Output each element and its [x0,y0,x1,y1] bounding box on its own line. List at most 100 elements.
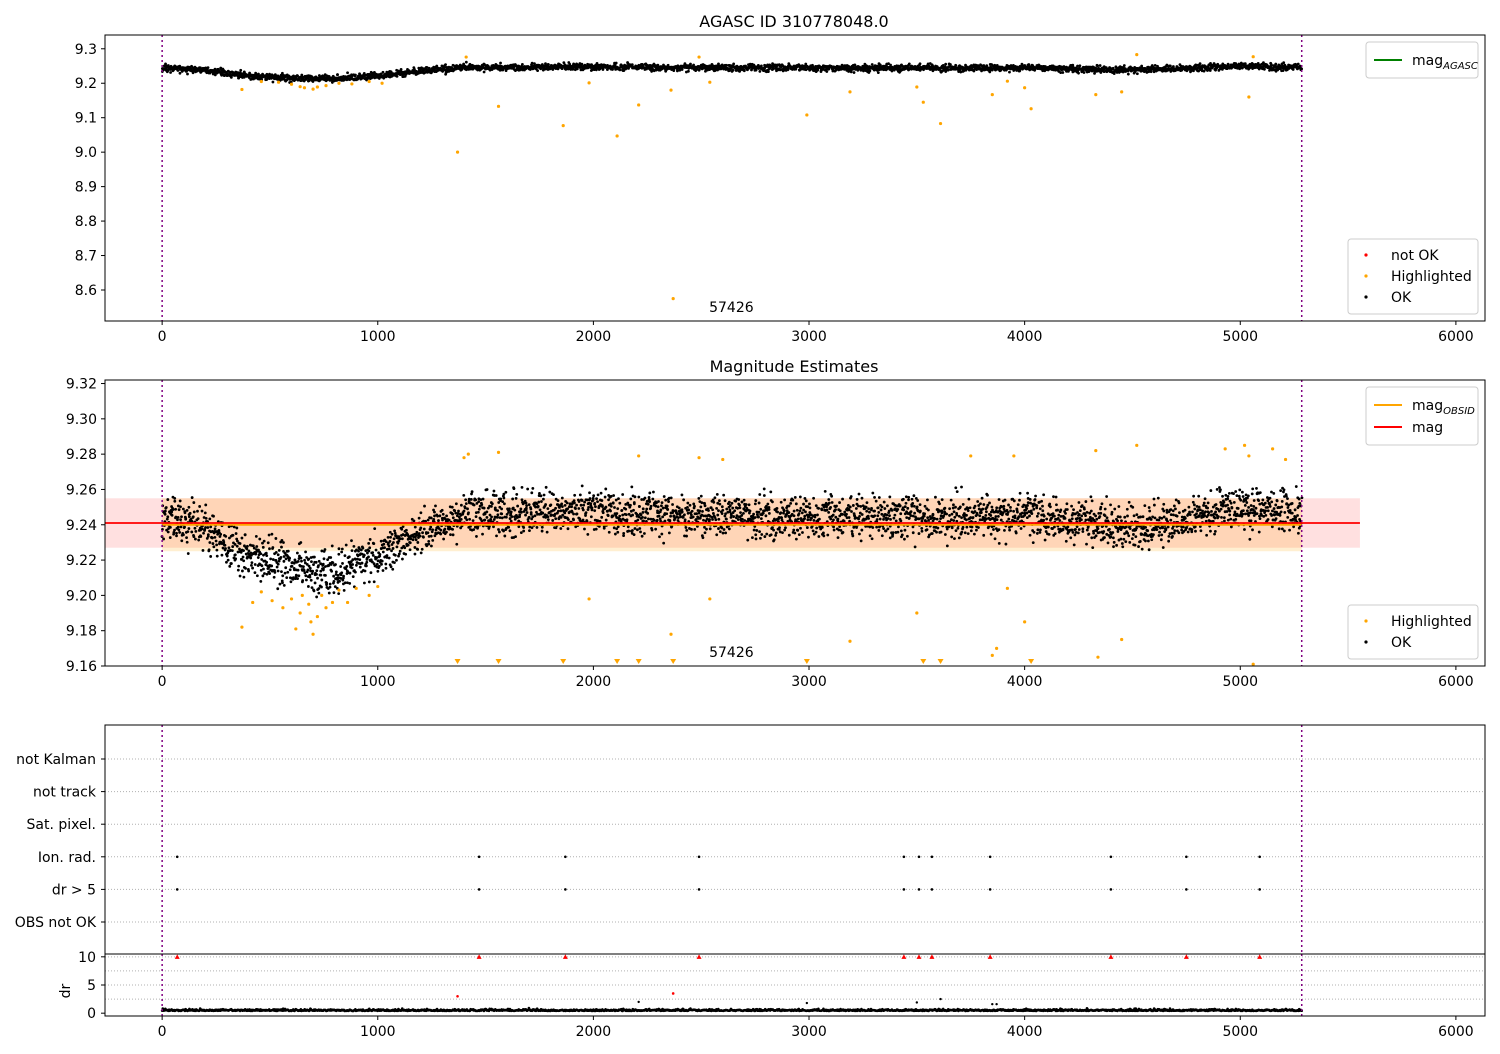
mag-ok-point [300,557,303,560]
top-ok-point [767,70,770,73]
mag-ok-point [689,504,692,507]
top-ok-point [1077,72,1080,75]
mag-ok-point [399,550,402,553]
mag-ok-point [695,518,698,521]
mag-ok-point [715,533,718,536]
mag-ok-point [460,504,463,507]
mag-ok-point [663,495,666,498]
mag-ok-point [474,498,477,501]
mag-ok-point [280,546,283,549]
mag-ok-point [648,492,651,495]
top-ytick-label-0: 8.6 [75,283,97,299]
top-highlighted-point-15 [497,105,500,108]
mag-ok-point [392,547,395,550]
mag-ok-point [174,508,177,511]
top-ok-point [179,72,182,75]
mag-ok-point [384,563,387,566]
mag-ok-point [358,558,361,561]
mag-ok-point [648,500,651,503]
mag-ok-point [325,582,328,585]
mag-ok-point [345,544,348,547]
mag-ok-point [202,532,205,535]
top-ok-point [868,69,871,72]
mag-ok-point [602,511,605,514]
mag-ok-point [370,571,373,574]
mag-ok-point [172,508,175,511]
mag-ok-point [681,511,684,514]
mag-ok-point [354,571,357,574]
mag-ok-point [477,500,480,503]
mag-ok-point [341,548,344,551]
mag-ok-point [664,520,667,523]
mag-ok-point [705,528,708,531]
mag-ok-point [540,494,543,497]
mag-ok-point [221,554,224,557]
mag-ok-point [522,526,525,529]
mag-ok-point [291,565,294,568]
mag-ok-point [242,556,245,559]
mag-ok-point [542,498,545,501]
top-ok-point [1076,65,1079,68]
mag-ok-point [307,558,310,561]
mag-ok-point [530,491,533,494]
mag-ok-point [700,495,703,498]
top-ok-point [743,69,746,72]
top-highlighted-point-36 [1247,95,1250,98]
mag-ok-point [251,567,254,570]
mag-ok-point [636,528,639,531]
mag-ok-point [503,535,506,538]
mag-ok-point [567,518,570,521]
mag-ok-point [471,490,474,493]
mag-ok-point [320,550,323,553]
top-ok-point [1300,68,1303,71]
mag-ok-point [729,508,732,511]
top-xtick-label-3: 3000 [791,329,827,345]
mag-ok-point [589,497,592,500]
mag-ok-point [380,563,383,566]
mag-ok-point [244,533,247,536]
mag-ok-point [463,510,466,513]
mag-ok-point [380,540,383,543]
mag-ok-point [676,512,679,515]
top-ok-point [1008,71,1011,74]
mag-ok-point [368,546,371,549]
mag-ok-point [515,497,518,500]
mag-ok-point [721,505,724,508]
top-highlighted-point-19 [637,103,640,106]
mag-ok-point [657,500,660,503]
mag-ok-point [731,507,734,510]
mag-ok-point [243,576,246,579]
mag-ok-point [232,534,235,537]
mag-ok-point [268,547,271,550]
mag-ok-point [552,493,555,496]
mag-ok-point [645,508,648,511]
mag-ok-point [265,561,268,564]
mag-ok-point [254,571,257,574]
mag-ok-point [394,532,397,535]
mag-ok-point [534,514,537,517]
mag-ok-point [247,550,250,553]
mag-ok-point [369,538,372,541]
mag-ok-point [457,510,460,513]
mag-ok-point [451,528,454,531]
mag-ok-point [496,516,499,519]
top-highlighted-point-29 [991,93,994,96]
mag-ok-point [208,548,211,551]
mag-ok-point [592,499,595,502]
mag-ok-point [209,555,212,558]
mag-ok-point [659,520,662,523]
mag-ok-point [419,527,422,530]
top-ytick-label-4: 9.0 [75,145,97,161]
mag-ok-point [577,507,580,510]
mag-ok-point [368,581,371,584]
mag-ok-point [561,505,564,508]
mag-ok-point [376,570,379,573]
mag-ok-point [470,498,473,501]
mag-ok-point [301,579,304,582]
mag-ok-point [196,510,199,513]
mag-ok-point [707,509,710,512]
mag-ok-point [618,515,621,518]
top-xtick-label-5: 5000 [1222,329,1258,345]
mag-ok-point [416,548,419,551]
mag-ok-point [513,509,516,512]
